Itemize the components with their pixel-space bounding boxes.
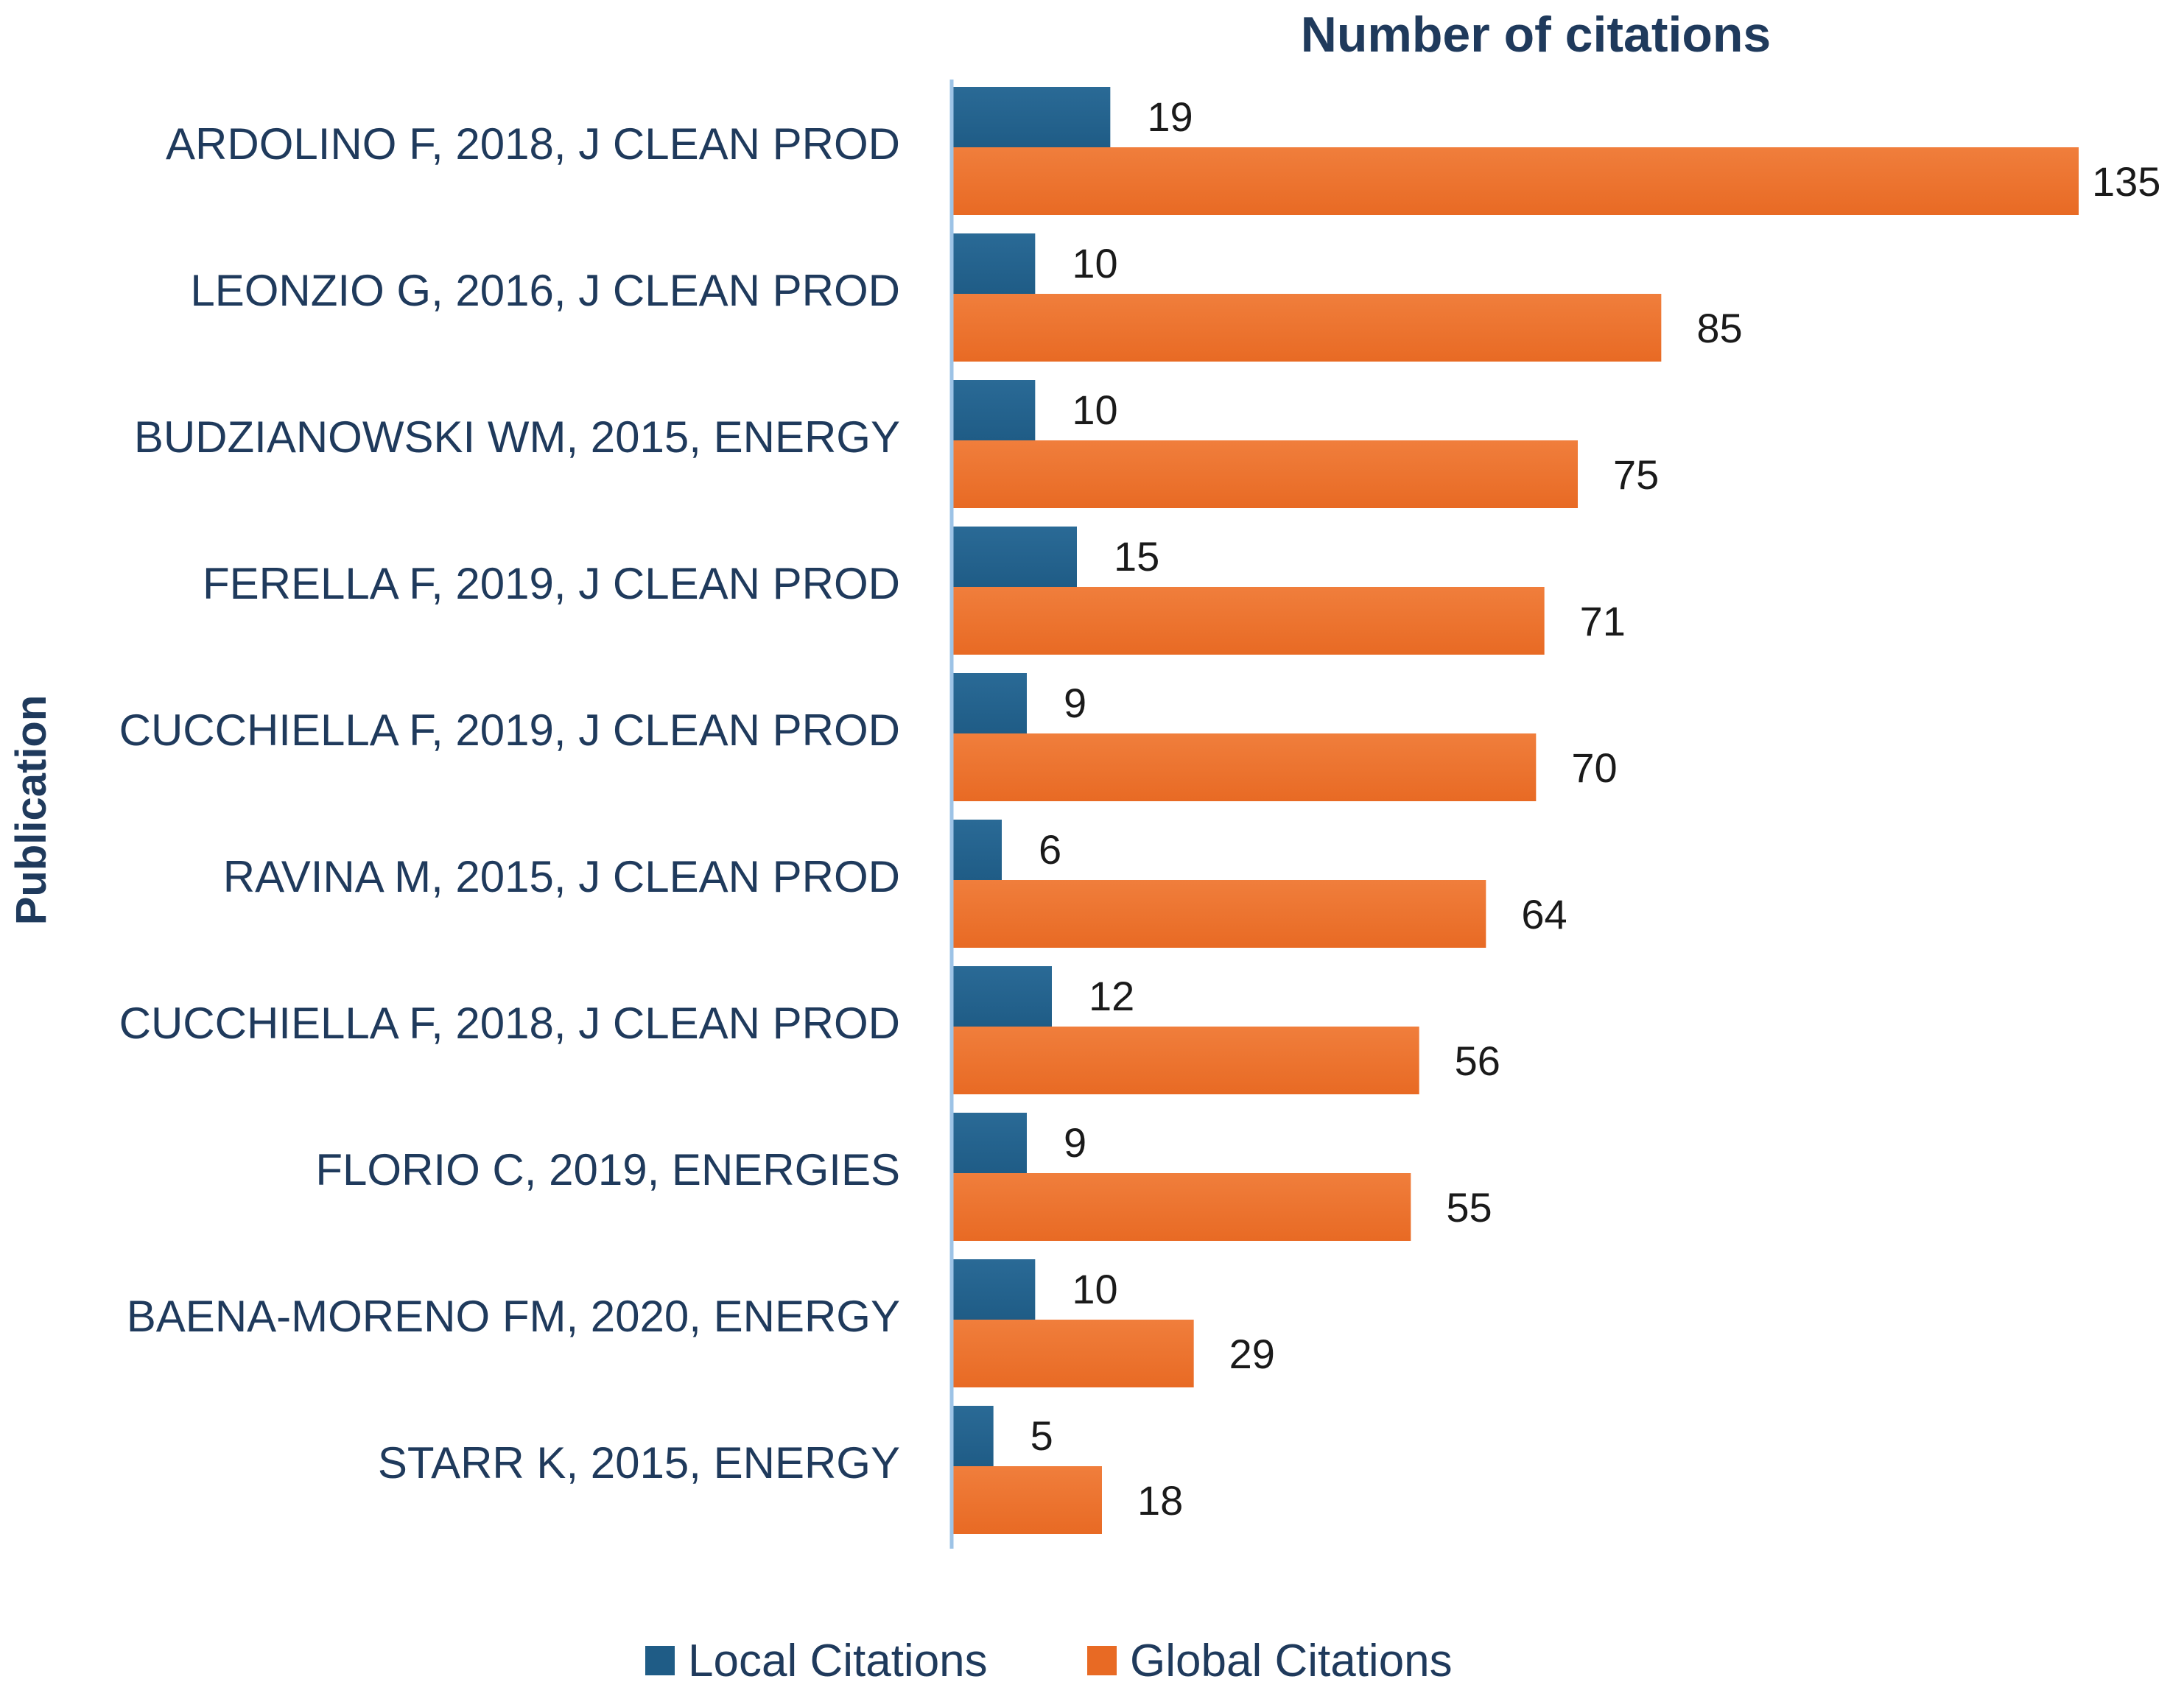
category-label: STARR K, 2015, ENERGY [378, 1438, 900, 1488]
value-label-global: 71 [1580, 598, 1626, 644]
bar-global-citations [952, 880, 1486, 948]
value-label-local: 10 [1072, 387, 1117, 433]
category-label: BAENA-MORENO FM, 2020, ENERGY [127, 1292, 900, 1341]
category-label: LEONZIO G, 2016, J CLEAN PROD [190, 266, 900, 315]
bar-global-citations [952, 1027, 1419, 1094]
value-label-local: 15 [1114, 533, 1159, 580]
chart-title: Number of citations [1301, 7, 1772, 63]
value-label-local: 6 [1039, 826, 1061, 873]
value-label-global: 70 [1571, 745, 1617, 791]
category-label: FERELLA F, 2019, J CLEAN PROD [203, 559, 900, 608]
legend-swatch [645, 1646, 675, 1675]
category-label: FLORIO C, 2019, ENERGIES [315, 1145, 900, 1194]
plot-area: ARDOLINO F, 2018, J CLEAN PROD 19 135 LEONZ… [119, 80, 2160, 1549]
bar-local-citations [952, 527, 1077, 587]
value-label-global: 75 [1613, 451, 1659, 498]
bar-global-citations [952, 1173, 1411, 1241]
bar-global-citations [952, 294, 1662, 362]
bar-global-citations [952, 147, 2079, 215]
bar-global-citations [952, 440, 1578, 508]
bar-global-citations [952, 587, 1545, 655]
bar-local-citations [952, 820, 1002, 880]
category-label: BUDZIANOWSKI WM, 2015, ENERGY [134, 412, 900, 462]
value-label-local: 9 [1064, 1119, 1086, 1166]
bar-local-citations [952, 1406, 994, 1466]
y-axis-title: Publication [7, 695, 55, 926]
category-label: CUCCHIELLA F, 2019, J CLEAN PROD [119, 705, 900, 755]
category-label: RAVINA M, 2015, J CLEAN PROD [223, 852, 900, 901]
value-label-global: 64 [1521, 891, 1567, 937]
category-label: ARDOLINO F, 2018, J CLEAN PROD [166, 119, 900, 169]
legend-label: Global Citations [1130, 1636, 1453, 1686]
legend-label: Local Citations [688, 1636, 988, 1686]
category-label: CUCCHIELLA F, 2018, J CLEAN PROD [119, 999, 900, 1048]
value-label-local: 12 [1089, 973, 1134, 1019]
bar-local-citations [952, 233, 1036, 294]
bar-global-citations [952, 1320, 1194, 1387]
value-label-global: 55 [1446, 1184, 1492, 1231]
bar-global-citations [952, 733, 1537, 801]
legend-swatch [1087, 1646, 1117, 1675]
legend: Local Citations Global Citations [645, 1636, 1453, 1686]
value-label-global: 56 [1455, 1038, 1500, 1084]
bar-local-citations [952, 966, 1052, 1027]
bar-local-citations [952, 380, 1036, 440]
bar-local-citations [952, 1259, 1036, 1320]
value-label-global: 29 [1229, 1331, 1275, 1377]
bar-local-citations [952, 673, 1027, 733]
value-label-local: 10 [1072, 1266, 1117, 1312]
value-label-global: 18 [1137, 1477, 1183, 1524]
bar-local-citations [952, 1113, 1027, 1173]
value-label-global: 85 [1696, 305, 1742, 351]
value-label-global: 135 [2092, 158, 2160, 205]
value-label-local: 19 [1147, 94, 1193, 140]
bar-global-citations [952, 1466, 1102, 1534]
value-label-local: 5 [1030, 1412, 1053, 1459]
bar-local-citations [952, 87, 1111, 147]
value-label-local: 9 [1064, 680, 1086, 726]
value-label-local: 10 [1072, 240, 1117, 286]
